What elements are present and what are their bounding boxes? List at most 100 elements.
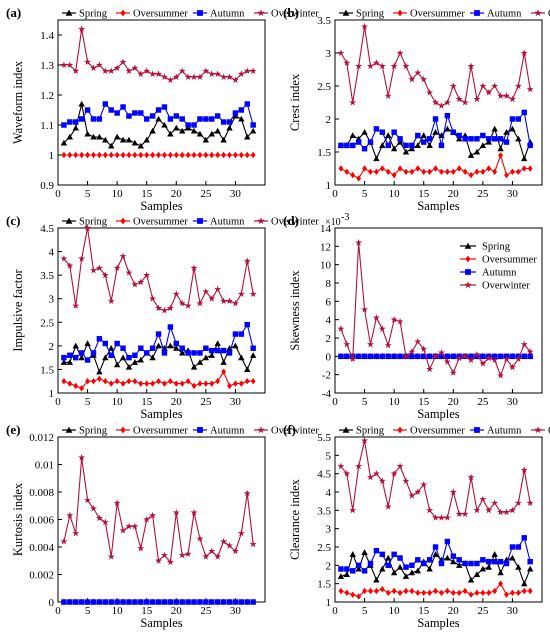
plot-area (337, 238, 534, 379)
data-point (337, 462, 345, 470)
data-point (373, 353, 380, 360)
data-point (167, 116, 174, 122)
data-point (160, 306, 168, 314)
data-point (379, 129, 386, 135)
data-point (95, 514, 103, 522)
data-point (409, 562, 415, 569)
data-point (479, 565, 487, 572)
x-tick-label: 30 (507, 188, 519, 200)
data-point (521, 535, 527, 541)
data-point (167, 378, 173, 385)
data-point (355, 353, 362, 360)
data-point (515, 168, 521, 175)
data-point (480, 353, 486, 360)
data-point (120, 380, 126, 387)
data-point (344, 566, 350, 572)
data-point (474, 560, 480, 567)
series-autumn (61, 101, 256, 128)
data-point (456, 135, 463, 142)
data-point (439, 589, 444, 597)
legend-marker (534, 426, 542, 434)
legend: Spring Oversummer Autumn Overwinter (339, 9, 550, 20)
data-point (439, 168, 444, 175)
data-point (101, 67, 109, 74)
data-point (190, 127, 198, 134)
data-point (449, 369, 457, 376)
y-tick-label: 3.5 (40, 270, 54, 282)
data-point (191, 122, 197, 128)
series-oversummer (338, 580, 533, 600)
plot-frame (334, 227, 543, 394)
data-point (427, 168, 433, 175)
data-point (361, 129, 368, 135)
data-point (96, 116, 103, 122)
data-point (73, 382, 79, 390)
data-point (374, 168, 379, 175)
data-point (237, 529, 245, 537)
legend-label: Overwinter (271, 426, 319, 437)
data-point (137, 356, 144, 363)
plot-area (60, 453, 257, 606)
data-point (420, 345, 428, 352)
data-point (509, 125, 516, 132)
data-point (456, 557, 462, 563)
data-point (486, 589, 492, 597)
data-point (66, 133, 74, 140)
data-point (508, 95, 516, 103)
data-point (78, 254, 86, 262)
data-point (190, 73, 198, 80)
data-point (449, 82, 457, 89)
data-point (467, 152, 475, 158)
y-tick-label: -4 (322, 388, 332, 400)
data-point (231, 76, 239, 83)
data-point (203, 380, 209, 387)
y-axis-label: Clearance index (288, 478, 302, 560)
data-point (420, 75, 428, 83)
x-tick-label: 20 (171, 605, 183, 617)
legend-marker (65, 9, 73, 16)
series-autumn (61, 321, 256, 363)
data-point (155, 557, 163, 564)
legend-label: Autumn (487, 9, 522, 20)
data-point (179, 116, 185, 122)
data-point (143, 116, 150, 122)
data-point (486, 165, 492, 172)
x-tick-label: 10 (389, 605, 401, 617)
data-point (409, 168, 415, 175)
data-point (414, 69, 422, 76)
data-point (503, 508, 511, 516)
data-point (114, 378, 120, 385)
y-tick-label: 3.5 (317, 15, 331, 27)
data-point (178, 67, 186, 74)
data-point (366, 340, 374, 348)
panel-label: (d) (283, 213, 299, 228)
plot-area (60, 25, 257, 159)
data-point (473, 506, 481, 514)
data-point (515, 563, 522, 570)
data-point (338, 142, 344, 149)
x-tick-label: 5 (85, 396, 91, 408)
data-point (156, 378, 161, 385)
x-axis-label: Samples (140, 616, 182, 630)
data-point (184, 73, 192, 80)
data-point (385, 142, 391, 149)
data-point (249, 67, 257, 74)
data-point (119, 252, 127, 260)
data-point (72, 302, 80, 309)
y-tick-label: 0.004 (29, 542, 54, 554)
data-point (437, 102, 445, 109)
data-point (114, 151, 120, 159)
data-point (102, 340, 109, 347)
y-tick-label: 8 (326, 278, 332, 290)
data-point (367, 139, 374, 145)
y-tick-label: 1 (326, 180, 332, 192)
data-point (414, 488, 422, 495)
x-tick-label: 5 (362, 188, 368, 200)
data-point (244, 599, 250, 605)
data-point (343, 469, 351, 477)
data-point (137, 278, 145, 286)
data-point (233, 151, 238, 159)
data-point (415, 132, 421, 139)
data-point (391, 587, 397, 595)
data-point (202, 552, 210, 560)
